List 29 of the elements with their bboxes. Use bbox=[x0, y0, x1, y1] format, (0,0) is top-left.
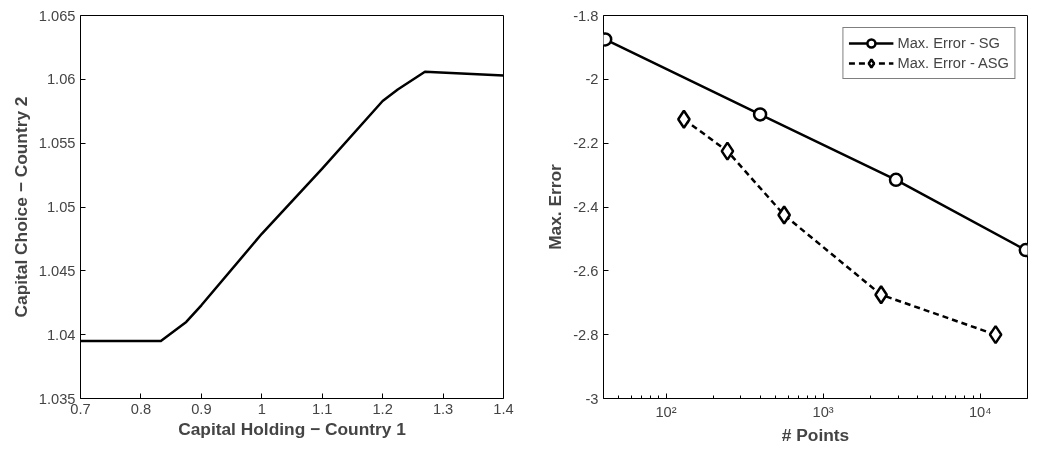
y-tick-label: -2.2 bbox=[573, 135, 599, 152]
y-tick-label: -2.4 bbox=[573, 199, 599, 215]
x-tick-label: 10⁴ bbox=[968, 403, 992, 420]
x-tick-label: 0.8 bbox=[130, 400, 152, 417]
y-tick-label: 1.06 bbox=[46, 71, 76, 88]
y-tick-label: 1.04 bbox=[46, 326, 76, 343]
x-axis-title: Capital Holding − Country 1 bbox=[178, 418, 407, 439]
x-tick-label: 10² bbox=[655, 403, 677, 420]
x-tick-label: 1.2 bbox=[372, 400, 393, 417]
y-tick-label: -3 bbox=[585, 390, 599, 407]
y-tick-label: 1.065 bbox=[38, 7, 76, 24]
x-axis-title: # Points bbox=[781, 424, 850, 445]
y-tick-label: -2.8 bbox=[573, 326, 599, 343]
x-tick-label: 10³ bbox=[812, 403, 834, 420]
x-tick-label: 1.4 bbox=[493, 400, 514, 417]
legend-label: Max. Error - ASG bbox=[897, 55, 1009, 71]
legend-label: Max. Error - SG bbox=[897, 35, 1001, 51]
x-tick-label: 1.1 bbox=[312, 400, 333, 417]
y-axis-title: Max. Error bbox=[545, 163, 566, 250]
y-tick-label: -1.8 bbox=[573, 7, 599, 24]
y-tick-label: 1.045 bbox=[38, 262, 76, 279]
y-tick-label: -2 bbox=[585, 71, 599, 88]
x-tick-label: 1 bbox=[257, 400, 266, 417]
y-tick-label: 1.055 bbox=[38, 135, 76, 152]
x-tick-label: 0.9 bbox=[191, 400, 212, 417]
y-axis-title: Capital Choice − Country 2 bbox=[10, 96, 31, 318]
x-tick-label: 1.3 bbox=[432, 400, 454, 417]
y-tick-label: -2.6 bbox=[573, 262, 599, 279]
y-tick-label: 1.05 bbox=[46, 199, 76, 215]
